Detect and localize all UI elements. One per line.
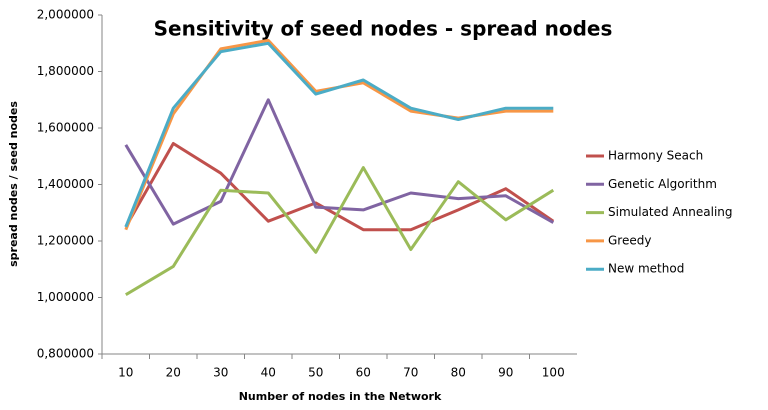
x-tick-label: 50	[308, 366, 323, 380]
series-line	[124, 41, 554, 228]
y-tick-label: 1,400000	[37, 177, 94, 191]
x-tick-label: 20	[166, 366, 181, 380]
x-tick-label: 10	[118, 366, 133, 380]
x-tick-label: 80	[451, 366, 466, 380]
y-tick-label: 0,800000	[37, 347, 94, 361]
y-tick-label: 1,200000	[37, 234, 94, 248]
legend-label: Harmony Seach	[608, 149, 703, 163]
legend-label: Greedy	[608, 233, 651, 247]
y-tick-label: 2,000000	[37, 8, 94, 22]
y-axis-title: spread nodes / seed nodes	[7, 101, 20, 267]
series-line	[125, 166, 555, 296]
y-tick-label: 1,000000	[37, 290, 94, 304]
series-line	[124, 38, 554, 231]
legend-label: Genetic Algorithm	[608, 177, 717, 191]
x-tick-label: 40	[261, 366, 276, 380]
chart-title: Sensitivity of seed nodes - spread nodes	[154, 17, 613, 41]
x-tick-label: 70	[403, 366, 418, 380]
x-axis-title: Number of nodes in the Network	[239, 390, 442, 403]
y-tick-label: 1,800000	[37, 64, 94, 78]
y-tick-label: 1,600000	[37, 121, 94, 135]
legend-label: Simulated Annealing	[608, 205, 733, 219]
x-tick-label: 60	[356, 366, 371, 380]
legend-label: New method	[608, 262, 684, 276]
x-tick-label: 30	[213, 366, 228, 380]
x-tick-label: 100	[542, 366, 565, 380]
x-tick-label: 90	[498, 366, 513, 380]
